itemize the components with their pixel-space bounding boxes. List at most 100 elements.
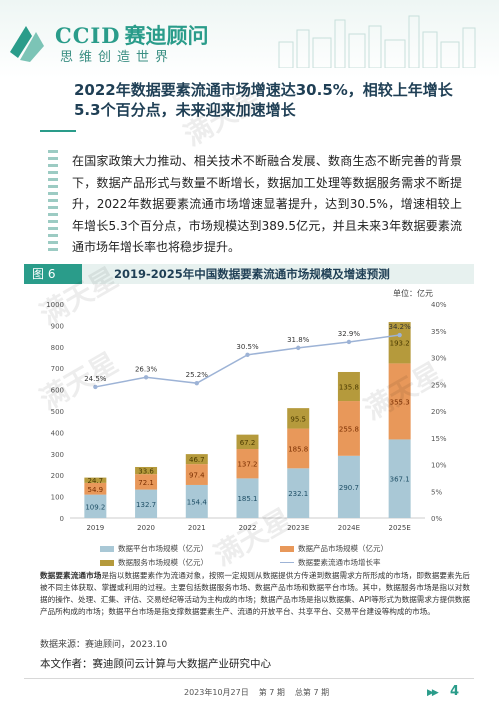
bar-segment bbox=[337, 371, 360, 402]
legend-label: 数据服务市场规模（亿元） bbox=[118, 558, 208, 567]
growth-point bbox=[93, 384, 98, 390]
bar-value-label: 185.1 bbox=[237, 495, 257, 503]
bar-value-label: 97.4 bbox=[189, 472, 205, 480]
bar-value-label: 290.7 bbox=[339, 484, 359, 492]
y-tick-label: 0 bbox=[60, 515, 64, 523]
bar-value-label: 95.5 bbox=[290, 415, 306, 423]
footer-date: 2023年10月27日 bbox=[184, 688, 249, 697]
legend-label: 数据平台市场规模（亿元） bbox=[118, 544, 208, 553]
page-number: 4 bbox=[450, 684, 460, 699]
unit-label: 单位：亿元 bbox=[393, 288, 433, 298]
growth-point bbox=[397, 332, 402, 338]
y-tick-label: 1000 bbox=[46, 301, 64, 309]
bar-value-label: 72.1 bbox=[138, 479, 154, 487]
growth-point bbox=[245, 352, 250, 358]
y2-tick-label: 25% bbox=[431, 381, 447, 389]
bar-segment bbox=[185, 464, 208, 485]
growth-label: 34.2% bbox=[389, 323, 412, 331]
bar-segment bbox=[287, 468, 310, 518]
bar-segment bbox=[337, 401, 360, 456]
bar-segment bbox=[388, 363, 411, 440]
page-header: CCID 赛迪顾问 思维创造世界 bbox=[0, 0, 499, 78]
brand-cn: 赛迪顾问 bbox=[124, 24, 209, 48]
footer-divider bbox=[24, 678, 474, 679]
growth-label: 31.8% bbox=[287, 336, 310, 344]
bar-segment bbox=[135, 489, 158, 518]
author-line: 本文作者：赛迪顾问云计算与大数据产业研究中心 bbox=[40, 658, 271, 670]
bar-segment bbox=[135, 466, 158, 475]
y2-tick-label: 35% bbox=[431, 328, 447, 336]
y-tick-label: 500 bbox=[51, 408, 64, 416]
x-tick-label: 2021 bbox=[188, 524, 206, 532]
bar-value-label: 355.3 bbox=[390, 398, 410, 406]
ccid-logo-icon bbox=[10, 26, 44, 62]
y2-tick-label: 20% bbox=[431, 408, 447, 416]
y2-tick-label: 30% bbox=[431, 355, 447, 363]
market-size-chart: 单位：亿元 0 100 200 300 400 500 600 700 800 900 1000 0% 5… bbox=[46, 288, 447, 532]
bar-segment bbox=[84, 477, 107, 483]
page-title: 2022年数据要素流通市场增速达30.5%，相较上年增长5.3个百分点，未来迎来… bbox=[74, 81, 453, 119]
bar-value-label: 54.9 bbox=[88, 486, 104, 494]
y2-tick-label: 10% bbox=[431, 462, 447, 470]
title-underline bbox=[40, 130, 76, 132]
footer-info: 2023年10月27日第 7 期总第 7 期 bbox=[184, 687, 339, 698]
figure-title: 2019-2025年中国数据要素流通市场规模及增速预测 bbox=[114, 267, 390, 281]
bar-segment bbox=[287, 428, 310, 469]
y-tick-label: 300 bbox=[51, 451, 64, 459]
brand-en: CCID bbox=[55, 23, 121, 48]
figure-tag: 图 6 bbox=[24, 264, 82, 284]
bar-segment bbox=[135, 474, 158, 490]
y-tick-label: 400 bbox=[51, 429, 64, 437]
x-tick-label: 2020 bbox=[137, 524, 155, 532]
y-tick-label: 200 bbox=[51, 472, 64, 480]
growth-label: 26.3% bbox=[135, 365, 158, 373]
footer-issue: 第 7 期 bbox=[258, 688, 285, 697]
bar-value-label: 67.2 bbox=[240, 439, 256, 447]
legend-item-product: 数据产品市场规模（亿元） bbox=[280, 543, 388, 554]
bar-segment bbox=[388, 439, 411, 518]
brand-slogan: 思维创造世界 bbox=[60, 50, 175, 65]
data-source: 数据来源：赛迪顾问，2023.10 bbox=[40, 640, 168, 650]
footer-total: 总第 7 期 bbox=[294, 688, 330, 697]
figure-header bbox=[24, 264, 474, 284]
legend-item-platform: 数据平台市场规模（亿元） bbox=[100, 543, 208, 554]
y-tick-label: 600 bbox=[51, 387, 64, 395]
bar-segment bbox=[236, 434, 259, 450]
bar-value-label: 109.2 bbox=[85, 503, 105, 511]
growth-point bbox=[346, 339, 352, 345]
bar-value-label: 193.2 bbox=[390, 340, 410, 348]
city-skyline-icon bbox=[278, 15, 476, 68]
bar-value-label: 154.4 bbox=[187, 498, 208, 506]
growth-label: 30.5% bbox=[236, 343, 259, 351]
growth-label: 24.5% bbox=[84, 375, 107, 383]
y2-tick-label: 5% bbox=[431, 488, 442, 496]
growth-label: 25.2% bbox=[186, 371, 209, 379]
x-tick-label: 2024E bbox=[338, 524, 360, 532]
bar-segment bbox=[287, 408, 310, 429]
bar-segment bbox=[388, 322, 411, 364]
bar-value-label: 132.7 bbox=[136, 501, 156, 509]
y-tick-label: 800 bbox=[51, 344, 64, 352]
bar-segment bbox=[236, 449, 259, 479]
y-tick-label: 900 bbox=[51, 322, 64, 330]
bar-segment bbox=[185, 484, 208, 518]
legend-label: 数据产品市场规模（亿元） bbox=[298, 544, 388, 553]
bar-value-label: 185.8 bbox=[288, 445, 308, 453]
x-tick-label: 2022 bbox=[239, 524, 257, 532]
y2-tick-label: 40% bbox=[431, 301, 447, 309]
bar-value-label: 24.7 bbox=[88, 477, 104, 485]
bar-value-label: 135.8 bbox=[339, 384, 359, 392]
bar-value-label: 137.2 bbox=[237, 461, 257, 469]
body-paragraph: 在国家政策大力推动、相关技术不断融合发展、数商生态不断完善的背景下，数据产品形式… bbox=[72, 154, 462, 254]
growth-point bbox=[143, 375, 149, 380]
x-tick-label: 2023E bbox=[287, 524, 309, 532]
y2-tick-label: 15% bbox=[431, 435, 447, 443]
y2-tick-label: 0% bbox=[431, 515, 442, 523]
legend-item-service: 数据服务市场规模（亿元） bbox=[100, 557, 208, 568]
growth-label: 32.9% bbox=[338, 330, 361, 338]
growth-point bbox=[296, 345, 301, 351]
note-text: 是指以数据要素作为流通对象，按照一定规则从数据提供方传递到数据需求方所形成的市场… bbox=[40, 571, 471, 616]
bar-value-label: 232.1 bbox=[288, 490, 308, 498]
note-term: 数据要素流通市场 bbox=[40, 571, 102, 580]
bar-segment bbox=[84, 482, 107, 495]
